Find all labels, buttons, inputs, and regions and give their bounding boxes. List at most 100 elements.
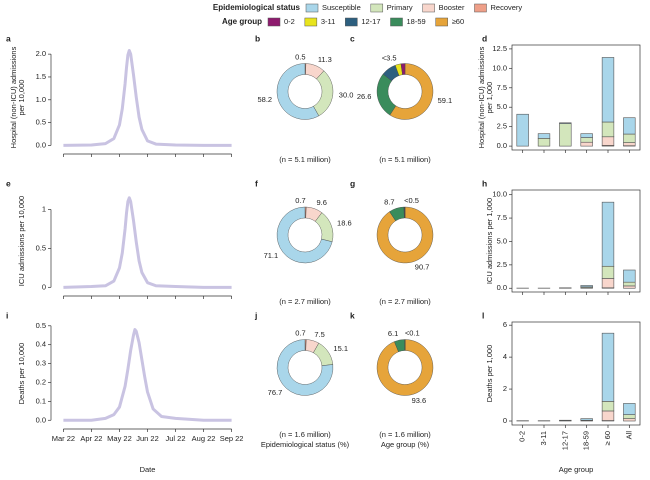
bar-segment	[623, 414, 636, 419]
y-tick-label: 0.0	[36, 140, 46, 149]
bar-segment	[601, 121, 615, 138]
donut-value-label: 0.5	[295, 52, 305, 61]
y-tick-label: 0.5	[36, 243, 46, 252]
donut-segment	[376, 339, 434, 396]
x-axis-label: Age group	[559, 465, 594, 474]
x-tick-label: 3-11	[539, 431, 548, 445]
y-tick-label: 0.0	[497, 283, 507, 292]
y-tick-label: 5.0	[497, 236, 507, 245]
x-tick-label: 0-2	[518, 431, 527, 442]
donut-segment	[400, 63, 406, 75]
bar-segment	[601, 265, 615, 279]
donut-value-label: <0.5	[404, 196, 419, 205]
panel-letter: d	[482, 33, 487, 43]
donut-value-label: 58.2	[258, 95, 273, 104]
donut-value-label: 90.7	[415, 263, 430, 272]
bar-segment	[623, 418, 636, 422]
donut-value-label: 9.6	[317, 198, 327, 207]
bar-segment	[601, 57, 615, 123]
donut-caption: (n = 2.7 million)	[279, 297, 331, 306]
donut-value-label: 7.5	[314, 330, 324, 339]
donut-value-label: 76.7	[268, 388, 283, 397]
panel-letter: b	[255, 33, 260, 43]
bar-segment	[580, 137, 593, 143]
y-tick-label: 0.0	[36, 415, 46, 424]
legend-title: Age group	[222, 17, 262, 26]
y-tick-label: 0	[42, 282, 46, 291]
bar-segment	[580, 133, 593, 138]
legend-swatch	[370, 3, 384, 13]
x-tick-label: Apr 22	[80, 434, 102, 443]
donut-value-label: 59.1	[438, 96, 453, 105]
donut-caption: (n = 5.1 million)	[279, 155, 331, 164]
bar-segment	[580, 285, 593, 288]
y-tick-label: 2.5	[497, 260, 507, 269]
bar-segment	[623, 285, 636, 289]
line	[63, 328, 232, 422]
legend-swatch	[474, 3, 487, 13]
bar-segment	[601, 201, 615, 267]
panel-letter: c	[350, 33, 355, 43]
donut-x-label: Epidemiological status (%)	[261, 440, 350, 449]
legend-label: 3-11	[321, 17, 335, 26]
y-tick-label: 0.4	[36, 340, 46, 349]
donut-value-label: 0.7	[295, 328, 305, 337]
y-axis-label: per 10,000	[17, 80, 26, 116]
bar-segment	[516, 113, 529, 147]
legend-title: Epidemiological status	[213, 3, 301, 12]
y-axis-label: ICU admissions per 10,000	[17, 196, 26, 286]
y-tick-label: 10.0	[492, 190, 507, 199]
y-tick-label: 0.3	[36, 359, 46, 368]
y-tick-label: 2	[503, 384, 507, 393]
donut-value-label: 71.1	[264, 251, 279, 260]
donut-value-label: 8.7	[384, 198, 394, 207]
y-tick-label: 1.0	[36, 95, 46, 104]
y-tick-label: 5.0	[497, 102, 507, 111]
bar-segment	[580, 141, 593, 147]
line	[63, 48, 232, 147]
y-axis-label: Deaths per 1,000	[485, 345, 494, 403]
legend-label: Booster	[439, 3, 465, 12]
y-axis-label: Hospital (non-ICU) admissions	[9, 46, 18, 148]
donut-value-label: 30.0	[339, 90, 354, 99]
donut-caption: (n = 1.6 million)	[279, 430, 331, 439]
panel-letter: k	[350, 310, 355, 320]
y-tick-label: 2.0	[36, 49, 46, 58]
donut-segment	[276, 63, 320, 120]
legend-label: Susceptible	[322, 3, 361, 12]
donut-segment	[276, 206, 333, 264]
x-tick-label: 12-17	[560, 431, 569, 450]
donut-segment	[376, 73, 397, 116]
y-tick-label: 0	[503, 416, 507, 425]
x-tick-label: 18-59	[582, 431, 591, 450]
donut-value-label: 15.1	[333, 344, 348, 353]
bar-segment	[623, 133, 636, 143]
x-tick-label: May 22	[107, 434, 132, 443]
x-tick-label: Jun 22	[136, 434, 159, 443]
y-axis-label: Deaths per 10,000	[17, 343, 26, 405]
legend-swatch	[422, 3, 435, 13]
legend-swatch	[305, 3, 319, 13]
y-tick-label: 2.5	[497, 122, 507, 131]
donut-value-label: 93.6	[412, 396, 427, 405]
donut-value-label: 11.3	[318, 55, 332, 64]
y-tick-label: 7.5	[497, 213, 507, 222]
plot-frame	[511, 44, 641, 151]
bar-segment	[601, 410, 615, 421]
bar-segment	[559, 122, 572, 124]
donut-value-label: 26.6	[357, 92, 372, 101]
legend-swatch	[390, 17, 403, 27]
y-tick-label: 7.5	[497, 83, 507, 92]
x-tick-label: Jul 22	[166, 434, 186, 443]
donut-value-label: 6.1	[388, 329, 398, 338]
y-axis-label: ICU admissions per 1,000	[485, 198, 494, 284]
y-axis-label: Hospital (non-ICU) admissions	[477, 46, 486, 148]
donut-segment	[389, 63, 434, 120]
legend-swatch	[345, 17, 358, 27]
y-tick-label: 0.5	[36, 118, 46, 127]
y-tick-label: 12.5	[492, 44, 507, 53]
panel-letter: l	[482, 310, 484, 320]
donut-segment	[376, 206, 434, 264]
legend-label: ≥60	[452, 17, 464, 26]
